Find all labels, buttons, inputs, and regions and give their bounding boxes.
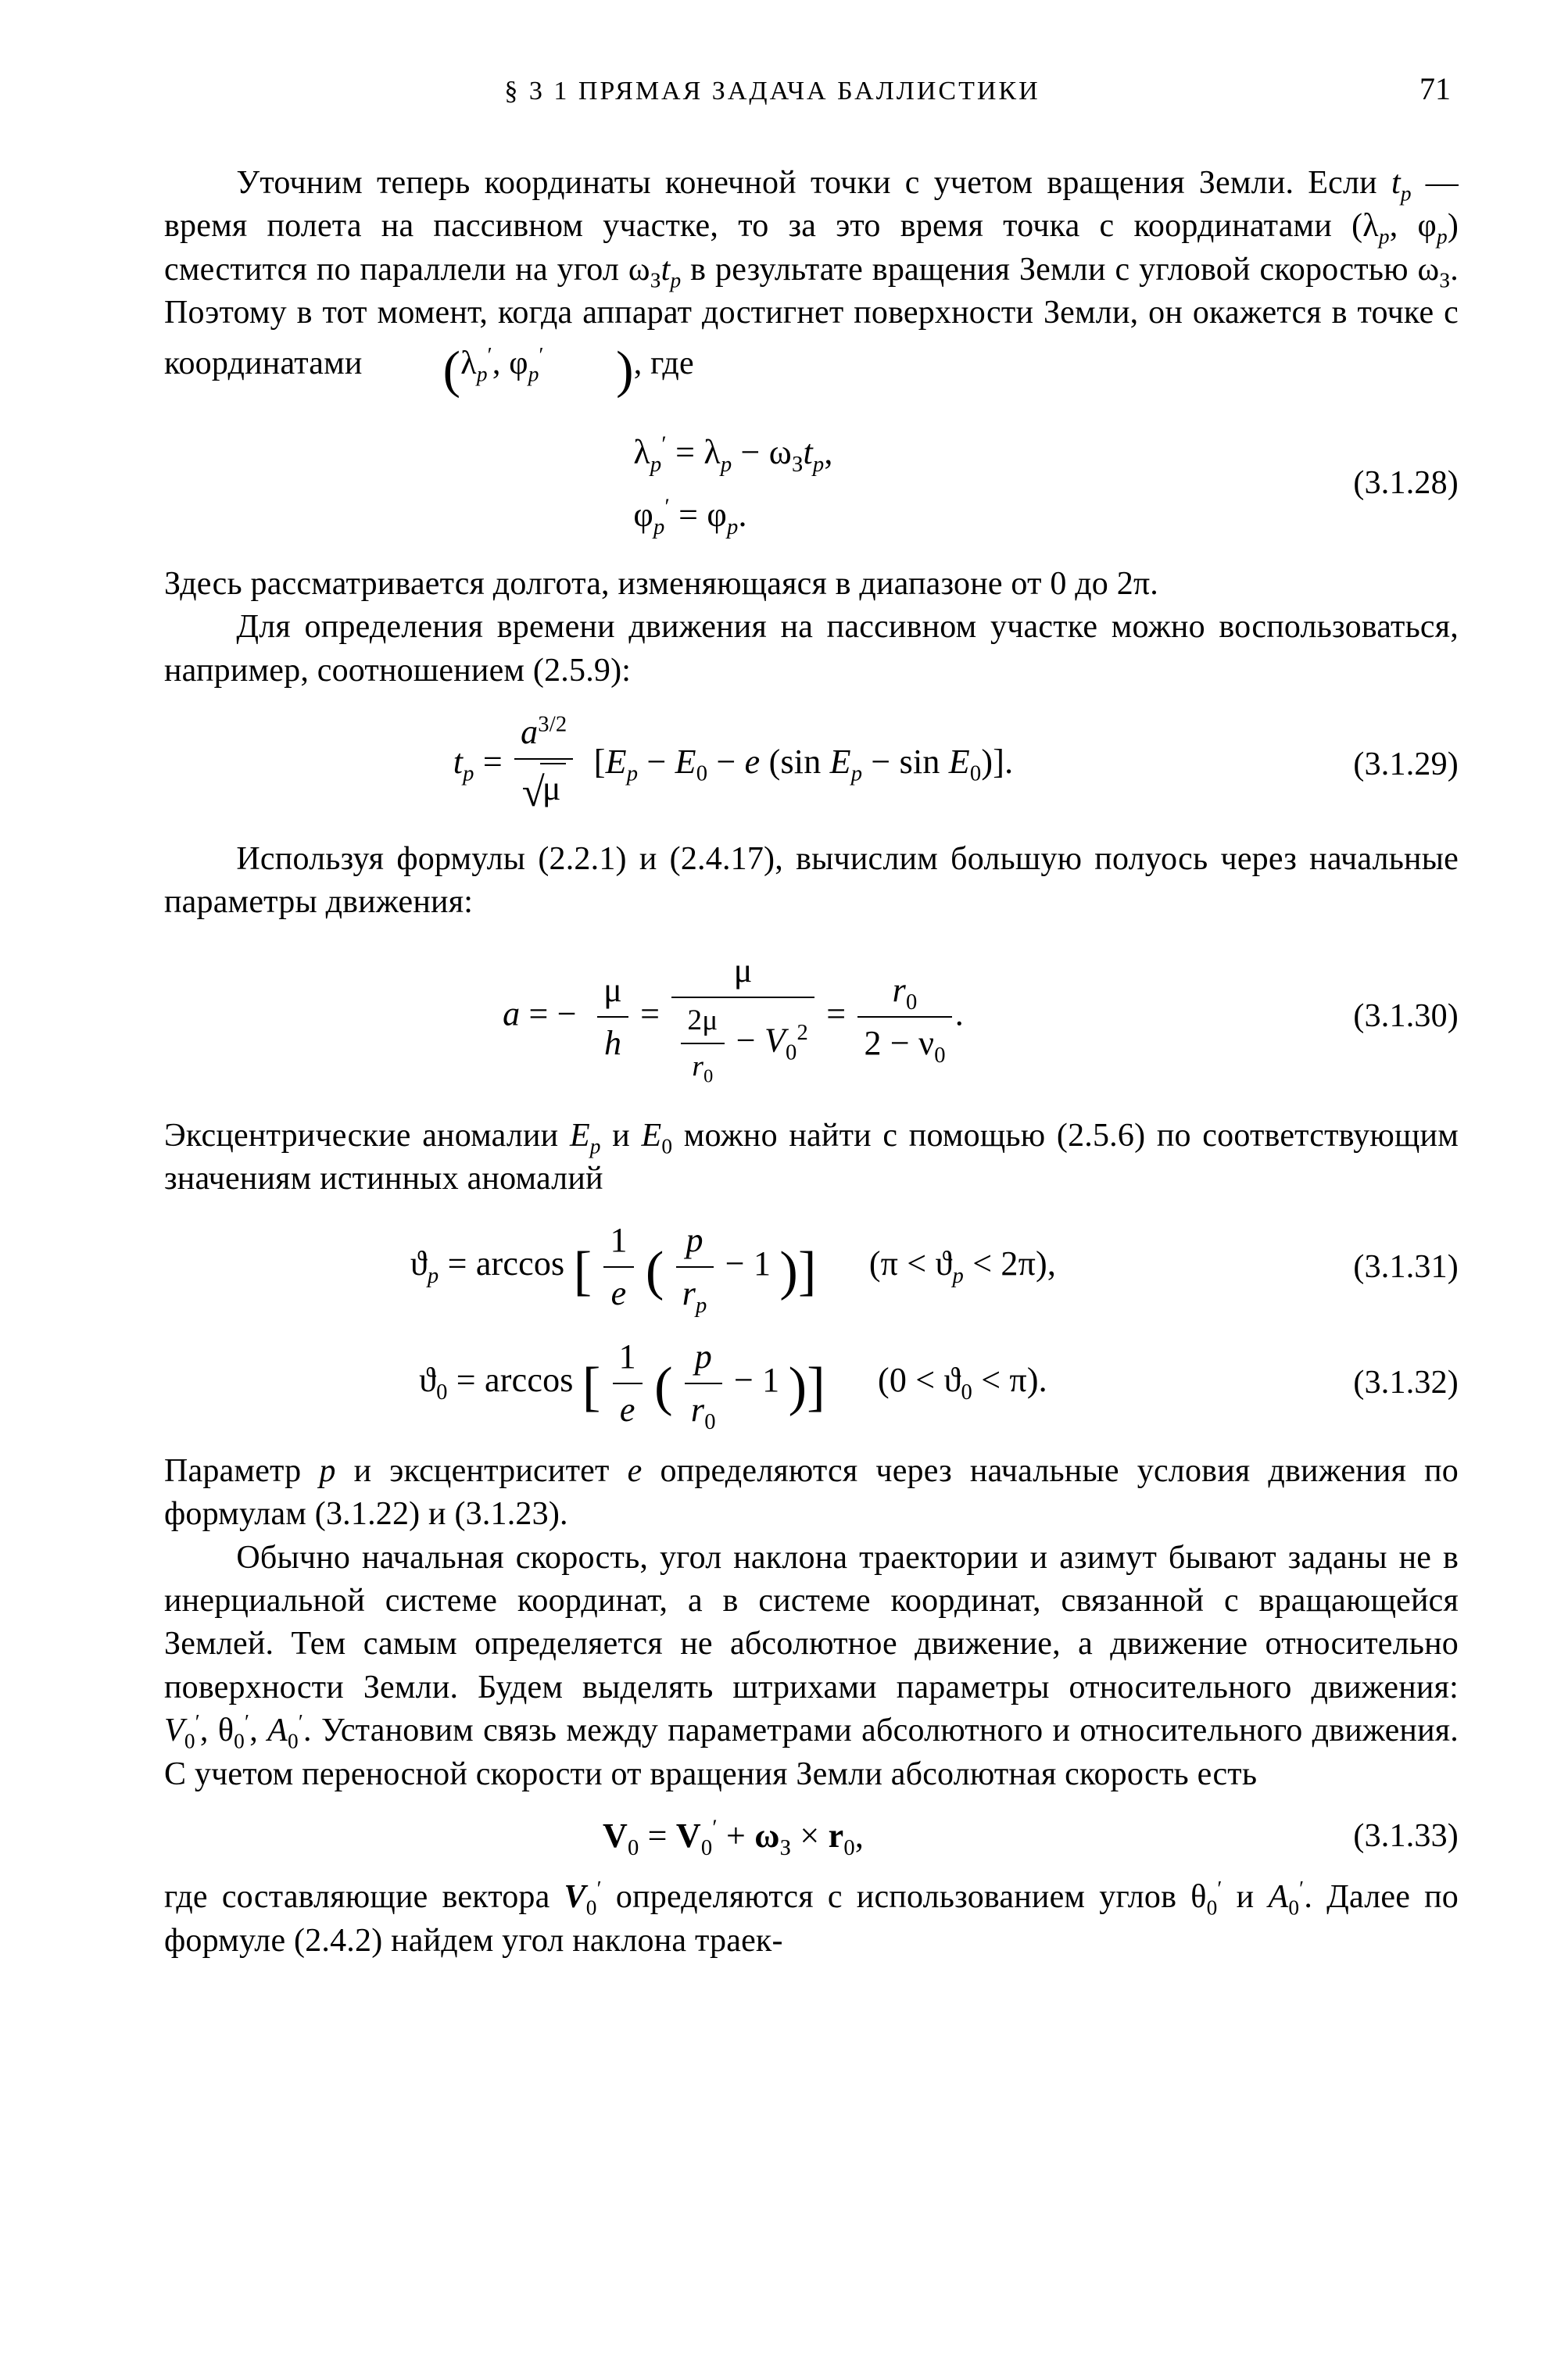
equation: ϑ0 = arccos [ 1e ( pr0 − 1 )] (0 < ϑ0 < … [164,1334,1302,1433]
subscript: p [1437,225,1448,249]
equation-number: (3.1.32) [1302,1362,1459,1405]
math-inline: (λp′, φp′) [371,345,633,381]
equation-row: ϑp = arccos [ 1e ( prp − 1 )] (π < ϑp < … [164,1218,1459,1316]
subscript: p [1379,225,1390,249]
equation-row: λp′ = λp − ωЗtp, φp′ = φp. (3.1.28) [164,421,1459,545]
math-inline: V0′, θ0′, A0′ [164,1713,303,1748]
section-title: § 3 1 ПРЯМАЯ ЗАДАЧА БАЛЛИСТИКИ [172,77,1373,106]
equation-row: ϑ0 = arccos [ 1e ( pr0 − 1 )] (0 < ϑ0 < … [164,1334,1459,1433]
text: Уточним теперь координаты конечной точки… [236,165,1391,201]
paragraph: Эксцентрические аномалии Ep и E0 можно н… [164,1115,1459,1201]
body-text: Уточним теперь координаты конечной точки… [164,162,1459,1963]
paragraph: где составляющие вектора V0′ определяютс… [164,1876,1459,1963]
equation-row: a = − μ h = μ 2μ r0 − V02 [164,948,1459,1086]
text: в результате вращения Земли с угловой ск… [681,252,1439,288]
math-inline: e [628,1453,643,1489]
subscript: 0 [1207,1896,1218,1920]
equation-row: V0 = V0′ + ωЗ × r0, (3.1.33) [164,1813,1459,1859]
equation-number: (3.1.28) [1302,462,1459,505]
equation-number: (3.1.33) [1302,1815,1459,1858]
subscript: З [650,268,661,292]
paragraph: Уточним теперь координаты конечной точки… [164,162,1459,404]
equation-number: (3.1.29) [1302,743,1459,786]
text: , φ [1390,208,1437,244]
paragraph: Параметр p и эксцентриситет e определяют… [164,1450,1459,1537]
paragraph: Используя формулы (2.2.1) и (2.4.17), вы… [164,838,1459,925]
text: и [1223,1879,1269,1915]
text: определяются с использованием углов θ [602,1879,1207,1915]
subscript: З [1439,268,1450,292]
text: где составляющие вектора [164,1879,564,1915]
equation: tp = a3/2 √μ [Ep − E0 − e (sin Ep − sin … [164,710,1302,821]
text: и эксцентриситет [336,1453,628,1489]
math-inline: E [641,1118,661,1154]
equation: λp′ = λp − ωЗtp, φp′ = φp. [164,421,1302,545]
math-inline: A0′ [1268,1879,1304,1915]
text: и [601,1118,642,1154]
math-inline: p [319,1453,335,1489]
equation-row: tp = a3/2 √μ [Ep − E0 − e (sin Ep − sin … [164,710,1459,821]
text: Эксцентрические аномалии [164,1118,570,1154]
text: . Установим связь между параметрами абсо… [164,1713,1459,1791]
text: , где [634,345,694,381]
math-inline: V0′ [564,1879,602,1915]
math-inline: tp [1391,165,1412,201]
equation-number: (3.1.31) [1302,1246,1459,1289]
equation: a = − μ h = μ 2μ r0 − V02 [164,948,1302,1086]
paragraph: Для определения времени движения на пасс… [164,606,1459,693]
equation: V0 = V0′ + ωЗ × r0, [164,1813,1302,1859]
text: Параметр [164,1453,319,1489]
text: Обычно начальная скорость, угол наклона … [164,1540,1459,1705]
subscript: 0 [661,1134,672,1158]
math-inline: Ep [570,1118,601,1154]
paragraph: Обычно начальная скорость, угол наклона … [164,1537,1459,1797]
equation-number: (3.1.30) [1302,995,1459,1038]
page-number: 71 [1373,70,1451,107]
paragraph: Здесь рассматривается долгота, изменяюща… [164,563,1459,606]
math-inline: tp [661,252,682,288]
running-head: § 3 1 ПРЯМАЯ ЗАДАЧА БАЛЛИСТИКИ 71 [164,70,1459,107]
equation: ϑp = arccos [ 1e ( prp − 1 )] (π < ϑp < … [164,1218,1302,1316]
